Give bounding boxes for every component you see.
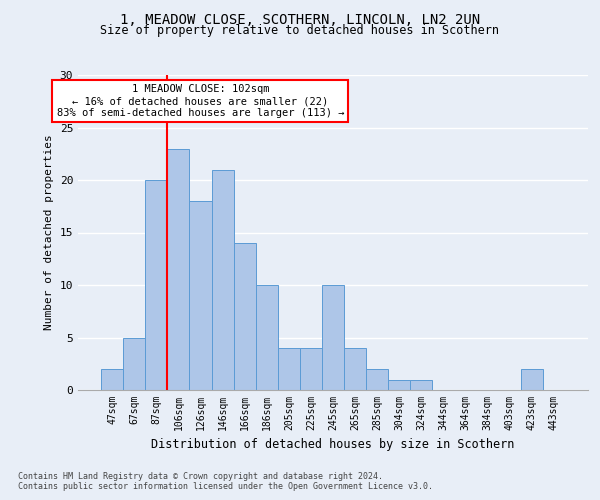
Bar [410, 380, 433, 390]
Text: Size of property relative to detached houses in Scothern: Size of property relative to detached ho… [101, 24, 499, 37]
Bar [256, 285, 278, 390]
Bar [322, 285, 344, 390]
Bar [101, 369, 123, 390]
Bar [521, 369, 543, 390]
Bar [344, 348, 366, 390]
Text: 1 MEADOW CLOSE: 102sqm
← 16% of detached houses are smaller (22)
83% of semi-det: 1 MEADOW CLOSE: 102sqm ← 16% of detached… [56, 84, 344, 117]
Text: 1, MEADOW CLOSE, SCOTHERN, LINCOLN, LN2 2UN: 1, MEADOW CLOSE, SCOTHERN, LINCOLN, LN2 … [120, 12, 480, 26]
Bar [190, 201, 212, 390]
Bar [300, 348, 322, 390]
Bar [145, 180, 167, 390]
Bar [233, 243, 256, 390]
Text: Contains HM Land Registry data © Crown copyright and database right 2024.: Contains HM Land Registry data © Crown c… [18, 472, 383, 481]
Bar [278, 348, 300, 390]
Y-axis label: Number of detached properties: Number of detached properties [44, 134, 54, 330]
X-axis label: Distribution of detached houses by size in Scothern: Distribution of detached houses by size … [151, 438, 515, 452]
Bar [167, 148, 190, 390]
Bar [388, 380, 410, 390]
Text: Contains public sector information licensed under the Open Government Licence v3: Contains public sector information licen… [18, 482, 433, 491]
Bar [123, 338, 145, 390]
Bar [212, 170, 233, 390]
Bar [366, 369, 388, 390]
